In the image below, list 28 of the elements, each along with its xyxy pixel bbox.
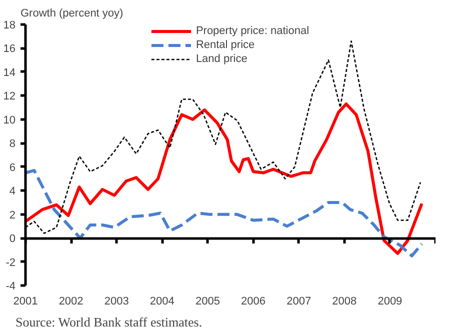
legend-label: Rental price (196, 38, 255, 52)
y-axis-title: Growth (percent yoy) (20, 8, 124, 20)
y-tick-label: 6 (9, 162, 16, 174)
x-tick-label: 2001 (13, 296, 38, 308)
y-tick-label: 8 (9, 138, 16, 150)
x-tick-label: 2002 (58, 296, 84, 308)
x-tick-label: 2007 (286, 296, 312, 308)
x-tick-label: 2006 (241, 296, 266, 308)
y-tick-label: 18 (3, 20, 16, 32)
y-tick-label: 12 (3, 90, 16, 103)
y-tick-label: 4 (9, 186, 16, 198)
x-tick-label: 2008 (332, 296, 357, 308)
x-tick-label: 2004 (150, 296, 174, 308)
legend-label: Land price (196, 52, 248, 66)
source-note: Source: World Bank staff estimates. (16, 314, 202, 330)
y-tick-label: -4 (6, 280, 16, 292)
legend-label: Property price: national (196, 24, 310, 38)
y-tick-label: 14 (3, 66, 16, 79)
y-tick-label: 2 (9, 209, 16, 222)
y-tick-label: -2 (6, 256, 16, 269)
x-tick-label: 2003 (104, 296, 129, 308)
x-tick-label: 2009 (378, 296, 402, 308)
y-tick-label: 10 (3, 114, 16, 126)
line-series (26, 102, 424, 255)
x-tick-label: 2005 (195, 296, 220, 308)
y-tick-label: 16 (3, 43, 16, 56)
line-series (26, 168, 424, 258)
y-tick-label: 0 (9, 233, 16, 246)
